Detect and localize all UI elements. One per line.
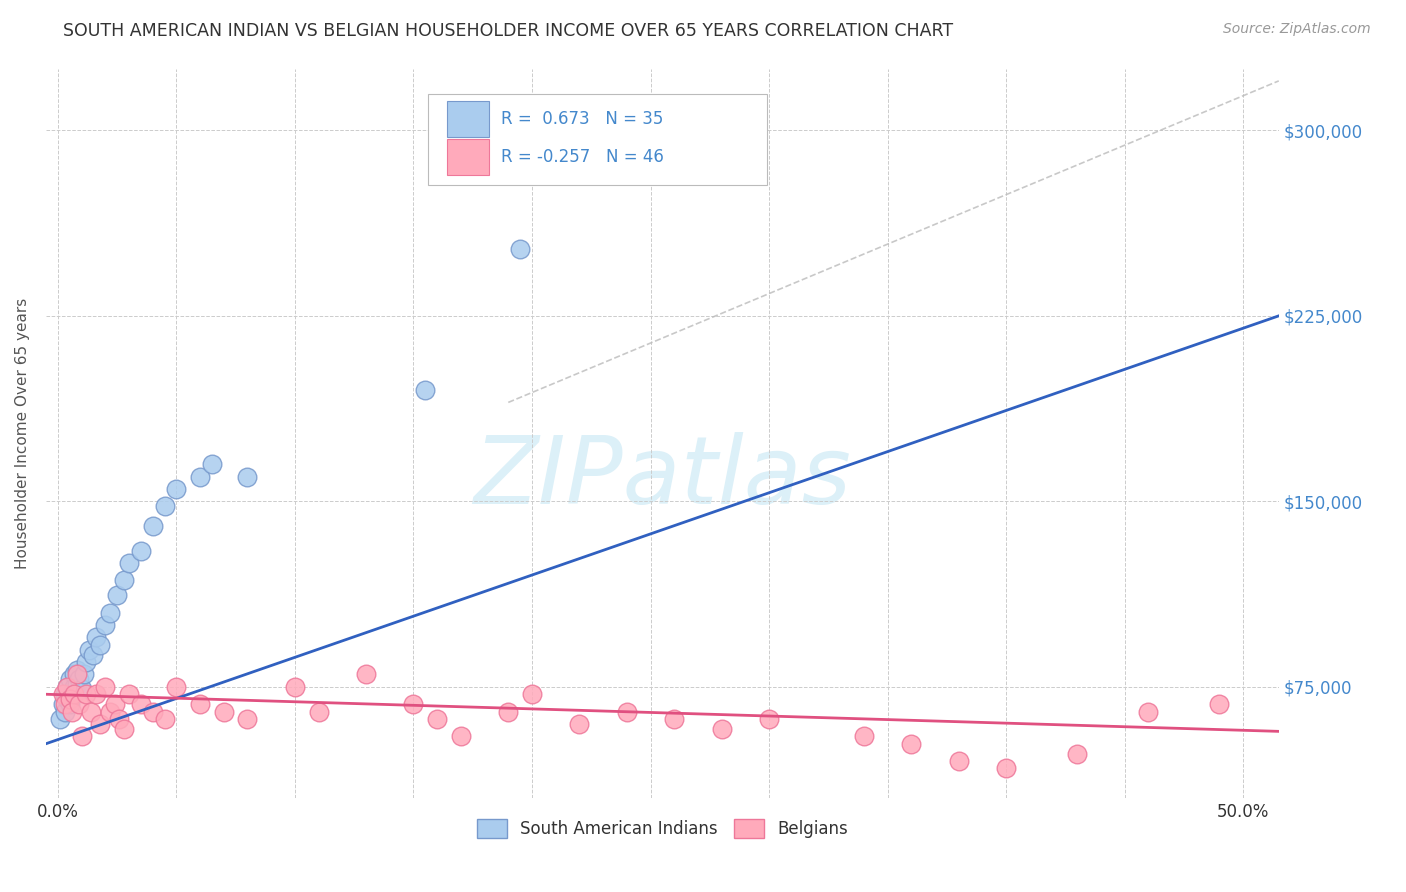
Point <box>70 729 93 743</box>
Point <box>52 687 75 701</box>
Point <box>212 705 235 719</box>
Point <box>94 618 117 632</box>
Point <box>450 729 472 743</box>
Point <box>66 663 89 677</box>
Point <box>284 680 307 694</box>
Point <box>70 682 93 697</box>
Point <box>129 697 152 711</box>
Point <box>852 729 875 743</box>
Text: Source: ZipAtlas.com: Source: ZipAtlas.com <box>1223 22 1371 37</box>
Point <box>63 680 86 694</box>
Point <box>710 722 733 736</box>
Point <box>52 697 75 711</box>
Point <box>98 606 121 620</box>
Point <box>67 673 90 687</box>
Point <box>568 717 591 731</box>
Point <box>75 687 97 701</box>
Point <box>94 680 117 694</box>
Point <box>59 692 82 706</box>
Point <box>108 712 131 726</box>
Point <box>308 705 330 719</box>
Y-axis label: Householder Income Over 65 years: Householder Income Over 65 years <box>15 298 30 569</box>
Point <box>67 697 90 711</box>
Point <box>165 680 187 694</box>
Point <box>402 697 425 711</box>
Point <box>664 712 686 726</box>
Point <box>118 556 141 570</box>
Point <box>201 457 224 471</box>
Point <box>520 687 543 701</box>
Text: R =  0.673   N = 35: R = 0.673 N = 35 <box>501 110 664 128</box>
Point <box>59 697 82 711</box>
Point <box>66 677 89 691</box>
Point <box>509 242 531 256</box>
Point <box>1066 747 1088 761</box>
Point <box>995 762 1018 776</box>
Point <box>56 680 79 694</box>
Point <box>142 519 165 533</box>
Text: R = -0.257   N = 46: R = -0.257 N = 46 <box>501 148 664 166</box>
FancyBboxPatch shape <box>447 139 488 175</box>
Legend: South American Indians, Belgians: South American Indians, Belgians <box>470 812 855 845</box>
Point <box>118 687 141 701</box>
Point <box>60 687 83 701</box>
Point <box>56 692 79 706</box>
Point <box>104 697 127 711</box>
Text: ZIPatlas: ZIPatlas <box>474 432 851 523</box>
Point <box>73 667 96 681</box>
Point <box>165 482 187 496</box>
Point <box>129 544 152 558</box>
Point <box>77 642 100 657</box>
Point <box>56 680 79 694</box>
Point <box>153 500 176 514</box>
Point <box>53 705 76 719</box>
Point <box>153 712 176 726</box>
Point <box>66 667 89 681</box>
Point <box>82 648 104 662</box>
Point <box>1208 697 1230 711</box>
Point <box>84 631 107 645</box>
Point <box>89 717 111 731</box>
Point <box>84 687 107 701</box>
Point <box>948 754 970 768</box>
Point <box>236 469 259 483</box>
Point <box>63 687 86 701</box>
Point <box>105 588 128 602</box>
Point <box>354 667 377 681</box>
Point <box>112 574 135 588</box>
FancyBboxPatch shape <box>429 94 768 186</box>
Point <box>60 705 83 719</box>
Point <box>112 722 135 736</box>
Point <box>142 705 165 719</box>
Text: SOUTH AMERICAN INDIAN VS BELGIAN HOUSEHOLDER INCOME OVER 65 YEARS CORRELATION CH: SOUTH AMERICAN INDIAN VS BELGIAN HOUSEHO… <box>63 22 953 40</box>
Point <box>63 667 86 681</box>
Point <box>53 697 76 711</box>
Point <box>89 638 111 652</box>
Point <box>188 469 211 483</box>
Point <box>49 712 72 726</box>
Point <box>498 705 520 719</box>
Point <box>426 712 449 726</box>
Point <box>188 697 211 711</box>
Point <box>53 687 76 701</box>
Point <box>75 655 97 669</box>
FancyBboxPatch shape <box>447 101 488 136</box>
Point <box>616 705 638 719</box>
Point <box>900 737 922 751</box>
Point <box>1137 705 1160 719</box>
Point <box>758 712 780 726</box>
Point <box>236 712 259 726</box>
Point <box>413 383 436 397</box>
Point <box>59 673 82 687</box>
Point <box>80 705 103 719</box>
Point <box>98 705 121 719</box>
